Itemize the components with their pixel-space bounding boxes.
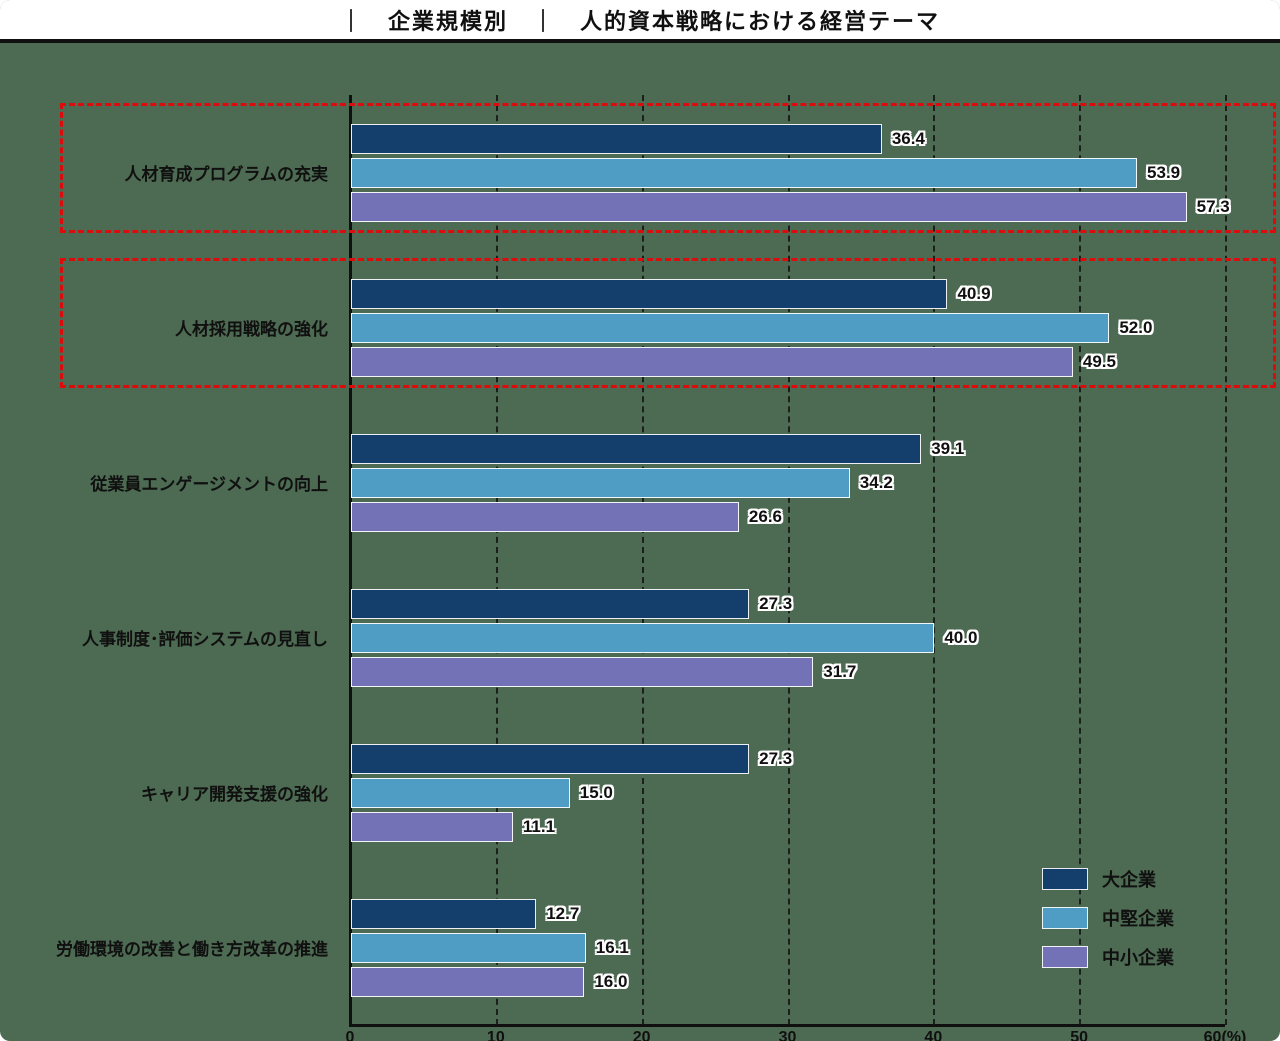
bar (351, 312, 1110, 343)
x-tick-label: 10 (486, 1029, 505, 1041)
x-tick-label: 60(%) (1203, 1029, 1247, 1041)
legend-item: 中堅企業 (1042, 905, 1174, 931)
gridline-20 (641, 95, 644, 1025)
bar-value-label: 31.7 (823, 661, 857, 681)
bar (351, 743, 750, 774)
chart-header: ｜ 企業規模別 ｜ 人的資本戦略における経営テーマ (0, 0, 1280, 39)
x-tick-label: 50 (1070, 1029, 1089, 1041)
bar (351, 278, 948, 309)
bar (351, 346, 1073, 377)
bar (351, 123, 882, 154)
gridline-30 (787, 95, 790, 1025)
bar-value-label: 26.6 (748, 506, 782, 526)
bar-value-label: 40.9 (957, 283, 991, 303)
bar-value-label: 52.0 (1119, 317, 1153, 337)
bar (351, 898, 537, 929)
bar-value-label: 39.1 (931, 438, 965, 458)
category-labels: 人材育成プログラムの充実人材採用戦略の強化従業員エンゲージメントの向上人事制度･… (0, 95, 338, 1025)
x-tick-label: 40 (924, 1029, 943, 1041)
legend-label: 中小企業 (1102, 948, 1174, 968)
x-tick-label: 0 (345, 1029, 355, 1041)
legend-swatch (1042, 946, 1088, 968)
legend-label: 大企業 (1102, 870, 1156, 890)
legend-swatch (1042, 907, 1088, 929)
bar-value-label: 12.7 (546, 903, 580, 923)
bar-value-label: 40.0 (944, 627, 978, 647)
bar-value-label: 36.4 (891, 128, 925, 148)
legend-label: 中堅企業 (1102, 909, 1174, 929)
category-label: 従業員エンゲージメントの向上 (90, 475, 328, 494)
bar (351, 966, 585, 997)
gridline-50 (1079, 95, 1082, 1025)
bar-value-label: 16.1 (595, 937, 629, 957)
bar (351, 656, 814, 687)
bar-value-label: 53.9 (1147, 162, 1181, 182)
legend-swatch (1042, 868, 1088, 890)
bar (351, 622, 935, 653)
x-axis-line (349, 1024, 1225, 1027)
x-tick-label: 30 (778, 1029, 797, 1041)
gridline-10 (495, 95, 498, 1025)
bar (351, 501, 739, 532)
bar (351, 588, 750, 619)
chart-title: ｜ 企業規模別 ｜ 人的資本戦略における経営テーマ (339, 8, 940, 34)
category-label: 人材育成プログラムの充実 (124, 165, 329, 184)
bar (351, 932, 586, 963)
bar-value-label: 15.0 (579, 782, 613, 802)
bar (351, 191, 1187, 222)
bar-value-label: 34.2 (859, 472, 893, 492)
legend-item: 大企業 (1042, 866, 1174, 892)
legend-item: 中小企業 (1042, 944, 1174, 970)
gridline-40 (933, 95, 936, 1025)
plot-area: 36.4 40.9 39.1 27.3 27.3 12.7 53.9 52.0 34.2 40.0… (349, 95, 1230, 1027)
category-label: 人材採用戦略の強化 (175, 320, 328, 339)
bar (351, 467, 850, 498)
category-label: 労働環境の改善と働き方改革の推進 (56, 940, 328, 959)
x-tick-label: 20 (632, 1029, 651, 1041)
category-label: キャリア開発支援の強化 (141, 785, 328, 804)
bar (351, 157, 1138, 188)
x-axis-tick-labels: 0 10 20 30 40 50 60(%) (346, 1029, 1247, 1041)
legend: 大企業中堅企業中小企業 (1042, 866, 1174, 983)
bar-value-label: 27.3 (759, 593, 793, 613)
bar-value-label: 57.3 (1196, 196, 1230, 216)
bar-value-label: 27.3 (759, 748, 793, 768)
y-axis-line (349, 95, 352, 1025)
category-label: 人事制度･評価システムの見直し (82, 630, 328, 649)
gridline-60 (1225, 95, 1227, 1025)
bar (351, 777, 570, 808)
bar (351, 811, 513, 842)
header-divider (0, 39, 1280, 43)
bar-value-label: 49.5 (1082, 351, 1116, 371)
bar-value-label: 11.1 (522, 816, 556, 836)
bar (351, 433, 922, 464)
bar-value-label: 16.0 (594, 971, 628, 991)
